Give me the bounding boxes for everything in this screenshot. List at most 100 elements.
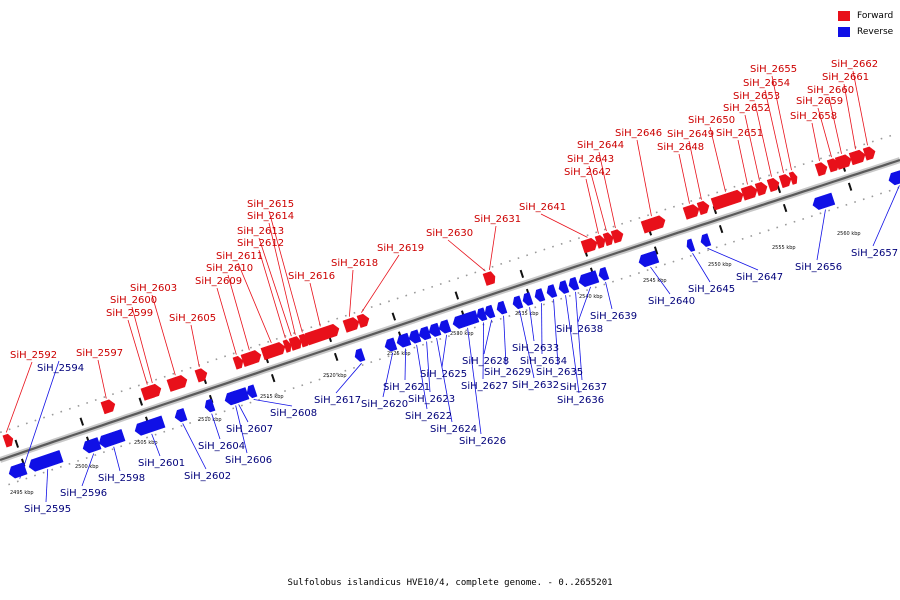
scale-tick-label: 2510 kbp	[198, 417, 222, 423]
gene-SiH_2648	[682, 204, 700, 220]
gene-label-SiH_2645: SiH_2645	[688, 284, 735, 295]
leader-SiH_2626	[467, 327, 482, 435]
scale-tick	[391, 312, 397, 321]
gene-SiH_2640	[638, 250, 660, 268]
leader-SiH_2614	[268, 222, 296, 335]
gene-label-SiH_2616: SiH_2616	[288, 271, 335, 282]
genome-backbone	[0, 157, 900, 463]
gene-label-SiH_2624: SiH_2624	[430, 424, 477, 435]
scale-tick-label: 2495 kbp	[10, 490, 34, 496]
gene-label-SiH_2638: SiH_2638	[556, 324, 603, 335]
leader-SiH_2629	[503, 315, 507, 366]
scale-tick	[14, 439, 20, 448]
leader-SiH_2633	[529, 307, 535, 342]
gene-SiH_2651	[740, 185, 758, 201]
leader-SiH_2604	[211, 413, 221, 440]
guide-dots	[0, 134, 900, 486]
leader-SiH_2610	[227, 274, 250, 351]
gene-SiH_2632	[512, 295, 524, 310]
gene-SiH_2624	[428, 322, 442, 337]
leader-SiH_2658	[811, 122, 820, 162]
gene-label-SiH_2622: SiH_2622	[405, 411, 452, 422]
leader-SiH_2620	[382, 352, 394, 398]
gene-label-SiH_2595: SiH_2595	[24, 504, 71, 515]
gene-label-SiH_2658: SiH_2658	[790, 111, 837, 122]
leader-SiH_2630	[447, 239, 486, 272]
gene-label-SiH_2661: SiH_2661	[822, 72, 869, 83]
leader-SiH_2649	[688, 140, 702, 200]
gene-SiH_2618	[342, 317, 360, 333]
gene-label-SiH_2594: SiH_2594	[37, 363, 84, 374]
leader-SiH_2605	[190, 324, 200, 368]
scale-tick	[454, 291, 460, 300]
gene-SiH_2629	[496, 300, 508, 315]
gene-label-SiH_2600: SiH_2600	[110, 295, 157, 306]
gene-SiH_2611	[260, 342, 286, 361]
scale-tick-label: 2520 kbp	[323, 373, 347, 379]
gene-label-SiH_2656: SiH_2656	[795, 262, 842, 273]
gene-label-SiH_2631: SiH_2631	[474, 214, 521, 225]
gene-label-SiH_2636: SiH_2636	[557, 395, 604, 406]
leader-SiH_2638	[577, 286, 591, 323]
gene-SiH_2628	[484, 304, 496, 319]
gene-label-SiH_2647: SiH_2647	[736, 272, 783, 283]
legend-reverse: Reverse	[838, 24, 893, 40]
leader-SiH_2613	[258, 237, 292, 337]
gene-SiH_2656	[812, 192, 836, 210]
gene-label-SiH_2621: SiH_2621	[383, 382, 430, 393]
gene-SiH_2596	[82, 437, 102, 454]
gene-SiH_2650	[710, 189, 744, 211]
gene-SiH_2598	[98, 429, 126, 448]
gene-label-SiH_2598: SiH_2598	[98, 473, 145, 484]
gene-label-SiH_2603: SiH_2603	[130, 283, 177, 294]
gene-label-SiH_2612: SiH_2612	[237, 238, 284, 249]
gene-SiH_2602	[174, 408, 188, 423]
gene-SiH_2642	[594, 235, 606, 249]
scale-tick	[270, 373, 276, 383]
gene-SiH_2635	[546, 284, 558, 298]
gene-label-SiH_2657: SiH_2657	[851, 248, 898, 259]
gene-label-SiH_2625: SiH_2625	[420, 369, 467, 380]
leader-SiH_2625	[441, 334, 447, 368]
leader-SiH_2662	[852, 70, 868, 146]
leader-SiH_2615	[268, 210, 303, 333]
leader-SiH_2656	[816, 209, 826, 261]
gene-SiH_2607	[224, 387, 250, 406]
gene-SiH_2661	[848, 149, 866, 166]
gene-label-SiH_2635: SiH_2635	[536, 367, 583, 378]
gene-SiH_2595	[28, 450, 64, 472]
gene-label-SiH_2660: SiH_2660	[807, 85, 854, 96]
gene-SiH_2646	[640, 215, 666, 234]
gene-label-SiH_2607: SiH_2607	[226, 424, 273, 435]
leader-SiH_2617	[335, 362, 362, 394]
gene-SiH_2652	[754, 181, 768, 196]
gene-SiH_2636	[558, 280, 570, 294]
gene-SiH_2657	[888, 170, 900, 186]
gene-SiH_2649	[696, 200, 710, 215]
scale-tick	[718, 224, 724, 234]
leader-SiH_2608	[253, 399, 293, 407]
leader-SiH_2661	[843, 83, 856, 150]
gene-label-SiH_2601: SiH_2601	[138, 458, 185, 469]
leader-SiH_2628	[483, 319, 492, 355]
leader-SiH_2599	[127, 319, 148, 385]
scale-tick	[653, 246, 659, 255]
legend-forward: Forward	[838, 8, 893, 24]
leader-SiH_2606	[235, 405, 248, 454]
gene-label-SiH_2615: SiH_2615	[247, 199, 294, 210]
gene-label-SiH_2641: SiH_2641	[519, 202, 566, 213]
gene-label-SiH_2605: SiH_2605	[169, 313, 216, 324]
leader-SiH_2646	[636, 139, 652, 217]
gene-SiH_2625	[438, 319, 452, 334]
leader-SiH_2618	[348, 269, 354, 317]
gene-label-SiH_2611: SiH_2611	[216, 251, 263, 262]
gene-SiH_2622	[408, 329, 422, 344]
gene-label-SiH_2604: SiH_2604	[198, 441, 245, 452]
scale-tick	[138, 397, 144, 406]
scale-tick	[519, 269, 525, 278]
scale-tick-label: 2530 kbp	[450, 331, 474, 337]
gene-SiH_2623	[418, 326, 432, 341]
leader-SiH_2657	[872, 185, 900, 247]
gene-SiH_2594	[8, 462, 28, 479]
